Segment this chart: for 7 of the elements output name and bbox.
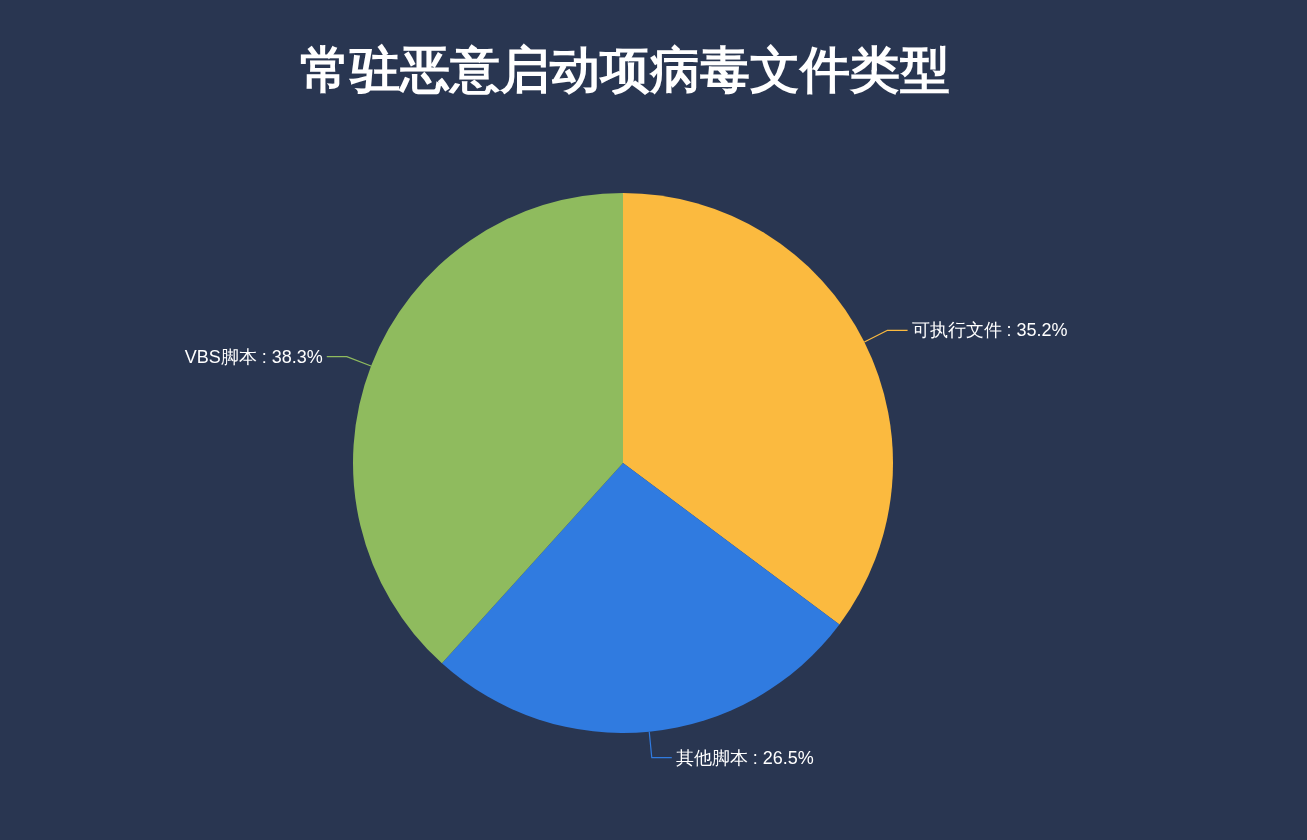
chart-title: 常驻恶意启动项病毒文件类型 xyxy=(300,42,950,98)
slice-label: VBS脚本 xyxy=(184,346,257,367)
data-label: : 26.5% xyxy=(752,747,814,768)
slice-label: 可执行文件 xyxy=(911,320,1002,341)
data-label: : 38.3% xyxy=(261,346,323,367)
slice-label: 其他脚本 xyxy=(675,747,748,768)
data-label: : 35.2% xyxy=(1006,320,1068,341)
